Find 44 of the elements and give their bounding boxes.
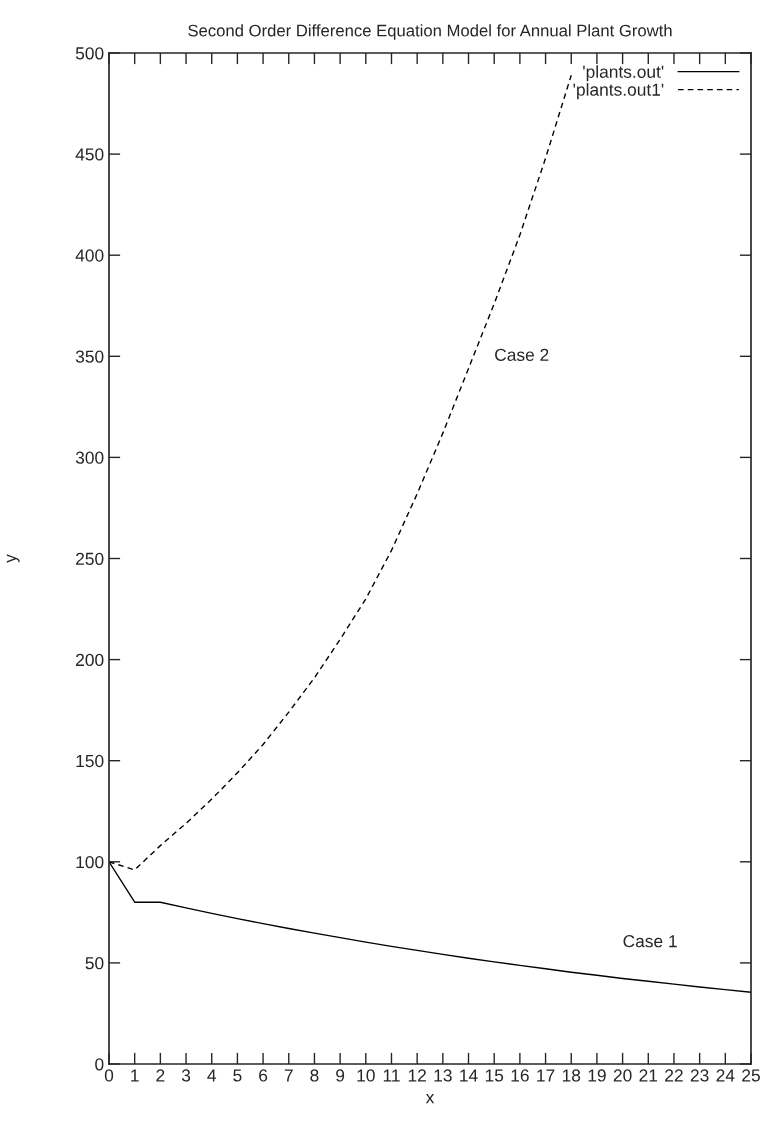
y-tick-label: 400 [75,249,104,262]
x-tick-label: 17 [537,1069,555,1082]
x-tick-label: 12 [408,1069,426,1082]
y-tick-label: 450 [75,148,104,161]
x-tick-label: 3 [181,1069,191,1082]
y-axis-title: y [6,554,20,563]
y-tick-label: 0 [95,1058,104,1071]
x-tick-label: 7 [284,1069,293,1082]
legend-label: 'plants.out1' [573,83,664,100]
x-tick-label: 4 [207,1069,217,1082]
x-tick-label: 18 [562,1069,581,1082]
x-tick-label: 1 [131,1069,139,1082]
y-tick-label: 350 [75,350,104,363]
x-tick-label: 13 [434,1069,452,1082]
y-tick-label: 300 [75,451,104,464]
x-tick-label: 14 [460,1069,478,1082]
legend-label: 'plants.out' [583,65,664,82]
x-tick-label: 6 [259,1069,268,1082]
annotation: Case 2 [495,348,549,361]
y-tick-label: 50 [85,957,104,970]
x-tick-label: 10 [357,1069,375,1082]
x-tick-label: 9 [336,1069,345,1082]
x-tick-label: 5 [233,1069,242,1082]
y-tick-label: 100 [76,855,104,869]
chart-title: Second Order Difference Equation Model for Annual Plant Growth [188,24,672,40]
x-tick-label: 8 [310,1069,319,1082]
x-tick-label: 24 [716,1069,735,1082]
x-tick-label: 20 [613,1069,632,1082]
x-tick-label: 23 [690,1069,709,1082]
x-tick-label: 16 [511,1069,529,1082]
x-axis-title: x [425,1094,435,1104]
x-tick-label: 19 [588,1069,606,1082]
x-tick-label: 11 [383,1069,400,1082]
y-tick-label: 200 [76,653,104,667]
x-tick-label: 22 [665,1069,683,1082]
x-tick-label: 15 [485,1069,504,1082]
x-tick-label: 2 [156,1069,165,1082]
y-tick-label: 500 [75,47,104,60]
x-tick-label: 0 [104,1069,114,1082]
x-tick-label: 21 [639,1069,658,1082]
y-tick-label: 250 [76,552,104,565]
y-tick-label: 150 [76,754,104,768]
x-tick-label: 25 [742,1069,760,1082]
annotation: Case 1 [623,935,677,948]
